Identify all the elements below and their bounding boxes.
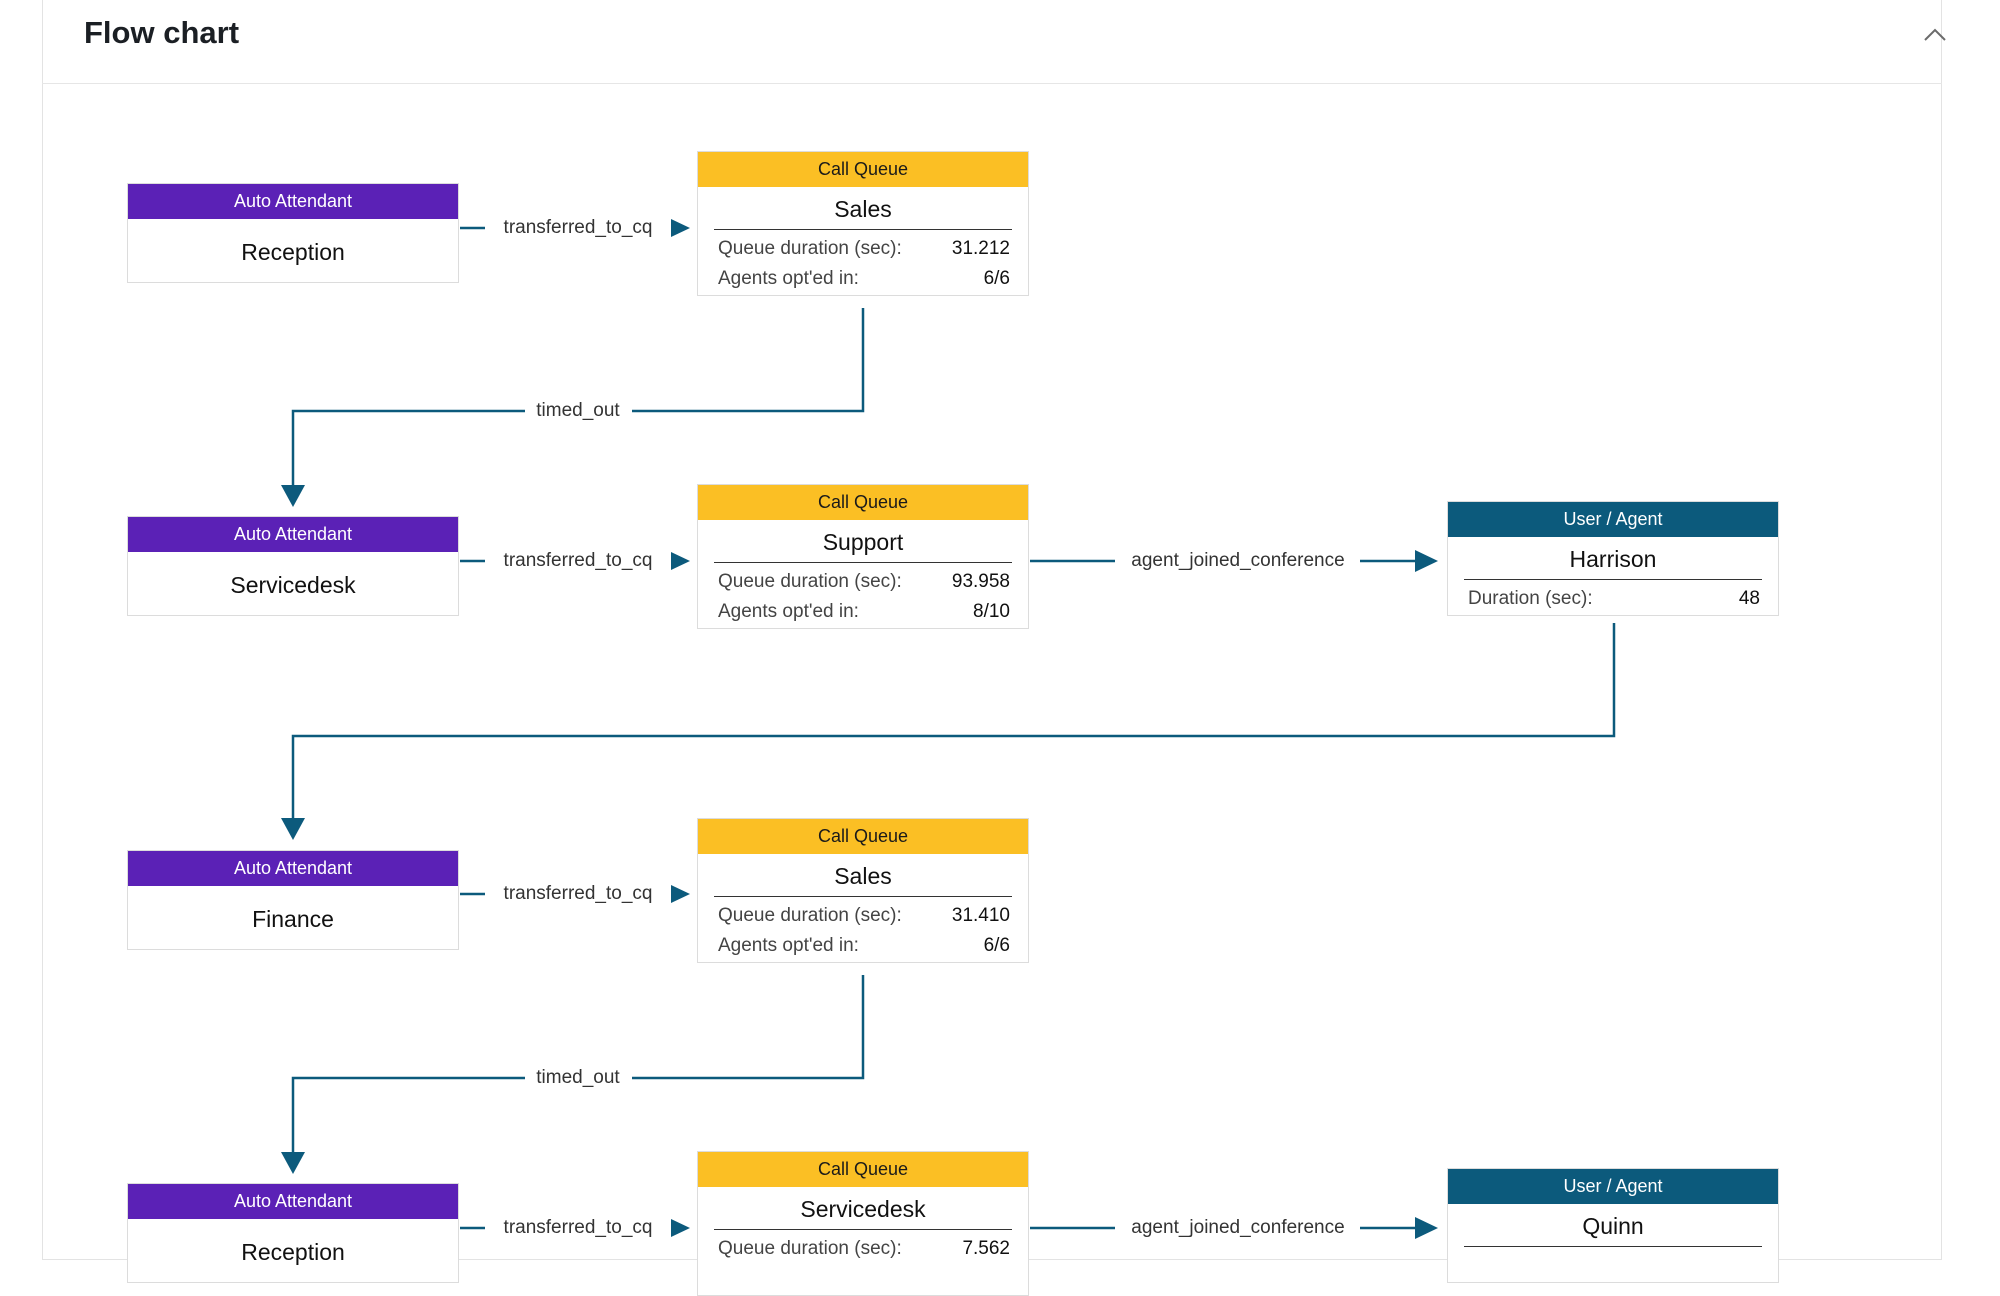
stat-label: Queue duration (sec):	[718, 238, 902, 259]
stat-value: 31.212	[951, 238, 1010, 259]
stat-label: Agents opt'ed in:	[718, 601, 859, 622]
call-queue-node[interactable]: Call Queue Sales Queue duration (sec): 3…	[697, 151, 1029, 296]
edge-label: transferred_to_cq	[503, 1216, 653, 1240]
edge-label: transferred_to_cq	[503, 216, 653, 240]
node-type: Auto Attendant	[128, 184, 458, 219]
flow-edges	[281, 219, 1616, 1239]
arrowhead	[671, 1219, 690, 1237]
edge-line	[632, 975, 865, 1080]
stat-row: Queue duration (sec): 31.212	[718, 234, 1010, 264]
stat-value: 31.410	[951, 905, 1010, 926]
stat-value: 48	[1738, 588, 1760, 609]
node-name: Sales	[714, 195, 1012, 230]
auto-attendant-node[interactable]: Auto Attendant Servicedesk	[127, 516, 459, 616]
node-name: Reception	[241, 1239, 345, 1265]
arrowhead	[671, 219, 690, 237]
node-type: Auto Attendant	[128, 851, 458, 886]
node-type: Auto Attendant	[128, 1184, 458, 1219]
node-type: User / Agent	[1448, 502, 1778, 537]
edge-line	[291, 409, 525, 488]
stat-value: 6/6	[983, 935, 1010, 956]
node-type: Auto Attendant	[128, 517, 458, 552]
stat-value: 6/6	[983, 268, 1010, 289]
edge-label: timed_out	[536, 399, 620, 423]
edge-label: timed_out	[536, 1066, 620, 1090]
edge-line	[291, 623, 1616, 821]
node-name: Harrison	[1464, 545, 1762, 580]
node-name: Sales	[714, 862, 1012, 897]
edge-label: agent_joined_conference	[1131, 549, 1345, 573]
stat-row: Agents opt'ed in: 6/6	[718, 931, 1010, 961]
stat-label: Agents opt'ed in:	[718, 935, 859, 956]
node-name: Quinn	[1464, 1212, 1762, 1247]
edge-line	[291, 1076, 525, 1155]
arrowhead	[1415, 1217, 1438, 1239]
stat-row: Queue duration (sec): 93.958	[718, 567, 1010, 597]
stat-label: Queue duration (sec):	[718, 571, 902, 592]
stat-value: 7.562	[962, 1238, 1010, 1259]
stat-label: Queue duration (sec):	[718, 905, 902, 926]
node-name: Finance	[252, 906, 334, 932]
node-type: Call Queue	[698, 819, 1028, 854]
stat-value: 8/10	[973, 601, 1010, 622]
call-queue-node[interactable]: Call Queue Servicedesk Queue duration (s…	[697, 1151, 1029, 1296]
stat-row: Agents opt'ed in: 6/6	[718, 264, 1010, 294]
stat-value: 93.958	[951, 571, 1010, 592]
stat-row: Agents opt'ed in: 8/10	[718, 597, 1010, 627]
node-name: Servicedesk	[230, 572, 356, 598]
edge-label: transferred_to_cq	[503, 882, 653, 906]
edge-line	[632, 308, 865, 413]
node-type: Call Queue	[698, 1152, 1028, 1187]
user-agent-node[interactable]: User / Agent Quinn	[1447, 1168, 1779, 1283]
call-queue-node[interactable]: Call Queue Sales Queue duration (sec): 3…	[697, 818, 1029, 963]
chevron-up-icon	[1924, 28, 1946, 41]
stat-row: Duration (sec): 48	[1468, 584, 1760, 614]
stat-label: Queue duration (sec):	[718, 1238, 902, 1259]
panel-title: Flow chart	[84, 15, 240, 50]
panel-header: Flow chart	[42, 0, 1946, 84]
stat-row: Queue duration (sec): 7.562	[718, 1234, 1010, 1264]
node-name: Reception	[241, 239, 345, 265]
auto-attendant-node[interactable]: Auto Attendant Reception	[127, 183, 459, 283]
node-type: Call Queue	[698, 485, 1028, 520]
stat-row: Queue duration (sec): 31.410	[718, 901, 1010, 931]
auto-attendant-node[interactable]: Auto Attendant Reception	[127, 1183, 459, 1283]
arrowhead	[281, 1152, 305, 1174]
user-agent-node[interactable]: User / Agent Harrison Duration (sec): 48	[1447, 501, 1779, 616]
arrowhead	[281, 818, 305, 840]
stat-label: Duration (sec):	[1468, 588, 1593, 609]
node-name: Servicedesk	[714, 1195, 1012, 1230]
node-type: Call Queue	[698, 152, 1028, 187]
node-type: User / Agent	[1448, 1169, 1778, 1204]
arrowhead	[1415, 550, 1438, 572]
edge-label: agent_joined_conference	[1131, 1216, 1345, 1240]
node-name: Support	[714, 528, 1012, 563]
arrowhead	[281, 485, 305, 507]
call-queue-node[interactable]: Call Queue Support Queue duration (sec):…	[697, 484, 1029, 629]
arrowhead	[671, 552, 690, 570]
stat-label: Agents opt'ed in:	[718, 268, 859, 289]
arrowhead	[671, 885, 690, 903]
edge-label: transferred_to_cq	[503, 549, 653, 573]
collapse-button[interactable]	[1918, 18, 1952, 52]
auto-attendant-node[interactable]: Auto Attendant Finance	[127, 850, 459, 950]
